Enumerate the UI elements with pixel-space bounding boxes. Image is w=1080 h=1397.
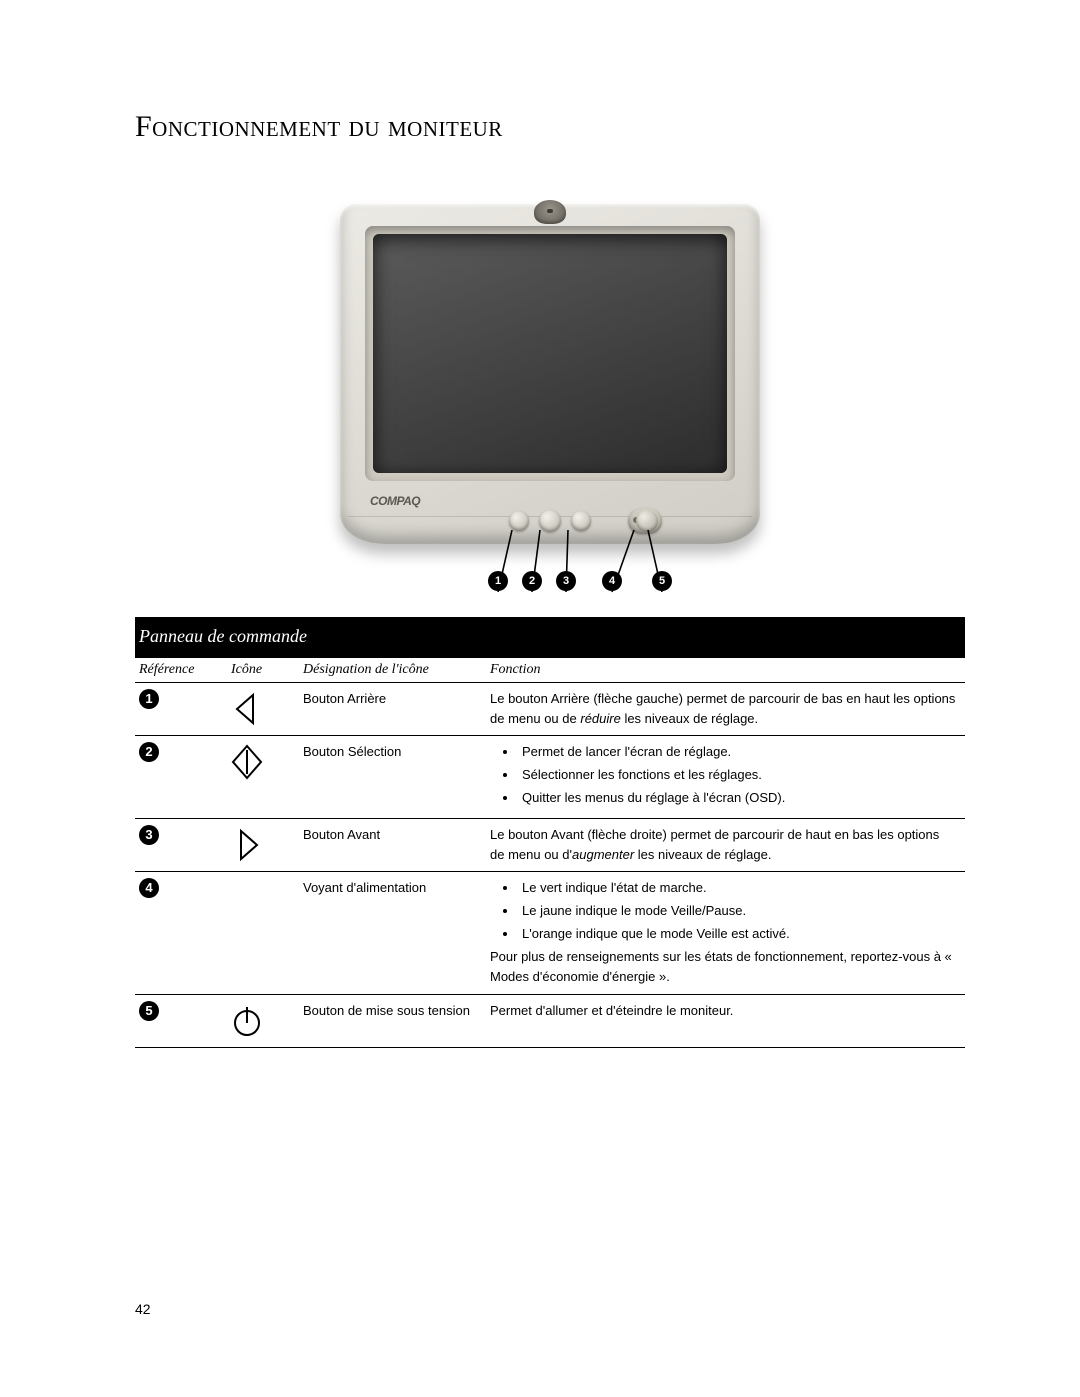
cell-designation: Voyant d'alimentation [299, 871, 486, 994]
section-title: Fonctionnement du moniteur [135, 110, 965, 144]
cell-designation: Bouton de mise sous tension [299, 994, 486, 1047]
button-select-physical [539, 510, 561, 532]
table-header-designation: Désignation de l'icône [299, 657, 486, 682]
table-caption: Panneau de commande [135, 617, 965, 657]
monitor-screen [373, 234, 727, 473]
cell-fonction: Le bouton Arrière (flèche gauche) permet… [486, 682, 965, 735]
table-row: 3 Bouton AvantLe bouton Avant (flèche dro… [135, 818, 965, 871]
cell-fonction: Le bouton Avant (flèche droite) permet d… [486, 818, 965, 871]
reference-badge: 3 [139, 825, 159, 845]
reference-badge: 4 [139, 878, 159, 898]
monitor-top-badge [534, 200, 566, 224]
cell-icon [227, 736, 299, 818]
diamond-bar-icon [231, 742, 263, 782]
table-header-fonction: Fonction [486, 657, 965, 682]
table-row: 2Bouton SélectionPermet de lancer l'écra… [135, 736, 965, 818]
cell-designation: Bouton Avant [299, 818, 486, 871]
callout-1: 1 [488, 571, 508, 591]
cell-icon [227, 994, 299, 1047]
reference-badge: 2 [139, 742, 159, 762]
callout-4: 4 [602, 571, 622, 591]
page-number: 42 [135, 1301, 151, 1317]
fonction-list-item: Permet de lancer l'écran de réglage. [518, 742, 957, 762]
monitor-screen-outer [365, 226, 735, 481]
cell-icon [227, 818, 299, 871]
triangle-right-icon [231, 825, 263, 865]
table-row: 1 Bouton ArrièreLe bouton Arrière (flèche… [135, 682, 965, 735]
control-buttons-row [340, 510, 760, 532]
power-icon [231, 1001, 263, 1041]
monitor-figure: COMPAQ 123 4 5 [340, 204, 760, 611]
callout-5: 5 [652, 571, 672, 591]
table-caption-row: Panneau de commande [135, 617, 965, 657]
button-back-physical [509, 511, 529, 531]
table-header-row: Référence Icône Désignation de l'icône F… [135, 657, 965, 682]
reference-badge: 1 [139, 689, 159, 709]
fonction-list-item: Le jaune indique le mode Veille/Pause. [518, 901, 957, 921]
fonction-list: Permet de lancer l'écran de réglage. Séle… [490, 742, 957, 808]
cell-icon [227, 682, 299, 735]
callout-3: 3 [556, 571, 576, 591]
table-header-reference: Référence [135, 657, 227, 682]
cell-designation: Bouton Arrière [299, 682, 486, 735]
cell-fonction: Permet d'allumer et d'éteindre le monite… [486, 994, 965, 1047]
cell-fonction: Permet de lancer l'écran de réglage. Séle… [486, 736, 965, 818]
table-body: 1 Bouton ArrièreLe bouton Arrière (flèche… [135, 682, 965, 1047]
fonction-list-item: Sélectionner les fonctions et les réglag… [518, 765, 957, 785]
cell-reference: 4 [135, 871, 227, 994]
fonction-list: Le vert indique l'état de marche. Le jaun… [490, 878, 957, 944]
triangle-left-icon [231, 689, 263, 729]
fonction-list-item: Quitter les menus du réglage à l'écran (… [518, 788, 957, 808]
cell-designation: Bouton Sélection [299, 736, 486, 818]
cell-reference: 5 [135, 994, 227, 1047]
cell-fonction: Le vert indique l'état de marche. Le jaun… [486, 871, 965, 994]
power-button-physical [628, 508, 662, 534]
cell-reference: 2 [135, 736, 227, 818]
monitor-illustration: COMPAQ [340, 204, 760, 569]
control-buttons-group [509, 510, 591, 532]
table-row: 4Voyant d'alimentationLe vert indique l'… [135, 871, 965, 994]
fonction-list-item: Le vert indique l'état de marche. [518, 878, 957, 898]
fonction-list-item: L'orange indique que le mode Veille est … [518, 924, 957, 944]
cell-reference: 1 [135, 682, 227, 735]
callout-2: 2 [522, 571, 542, 591]
manual-page: Fonctionnement du moniteur COMPAQ [0, 0, 1080, 1397]
callout-row: 123 4 5 [340, 569, 760, 599]
cell-reference: 3 [135, 818, 227, 871]
control-panel-table: Panneau de commande Référence Icône Dési… [135, 617, 965, 1048]
reference-badge: 5 [139, 1001, 159, 1021]
fonction-note: Pour plus de renseignements sur les état… [490, 947, 957, 987]
brand-logo: COMPAQ [370, 494, 420, 508]
button-forward-physical [571, 511, 591, 531]
figure-wrap: COMPAQ 123 4 5 [135, 204, 965, 611]
table-header-icone: Icône [227, 657, 299, 682]
table-row: 5 Bouton de mise sous tensionPermet d'all… [135, 994, 965, 1047]
cell-icon [227, 871, 299, 994]
